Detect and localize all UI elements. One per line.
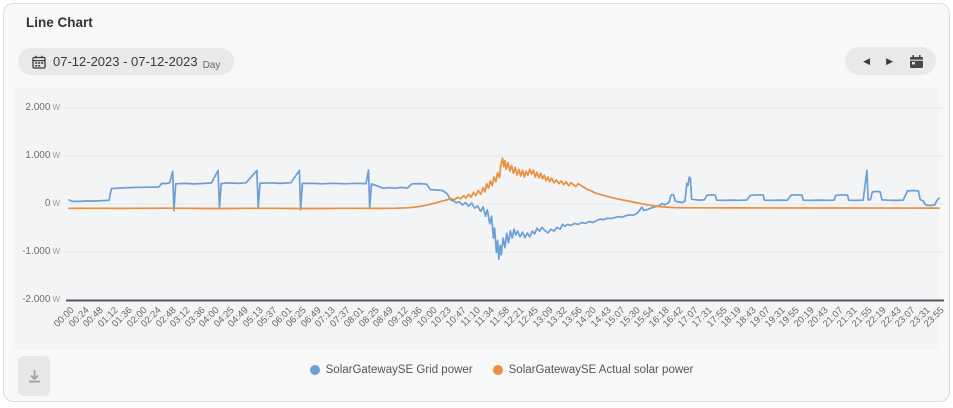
line-chart-card: Line Chart 07-12-2023 - 07-12-2023 Day ◀…: [3, 3, 950, 402]
legend-label: SolarGatewaySE Grid power: [325, 364, 473, 376]
legend-dot-icon: [309, 365, 320, 375]
y-axis-tick-label: 1.000 W: [25, 150, 60, 161]
legend-item-0[interactable]: SolarGatewaySE Grid power: [309, 364, 473, 376]
date-nav-controls: ◀ ▶: [845, 47, 936, 75]
calendar-icon: [32, 55, 46, 69]
date-range-label: 07-12-2023 - 07-12-2023: [53, 54, 198, 69]
y-axis-tick-label: -1.000 W: [22, 246, 60, 257]
legend-item-1[interactable]: SolarGatewaySE Actual solar power: [492, 364, 694, 376]
y-axis-tick-label: -2.000 W: [22, 294, 60, 305]
page-title: Line Chart: [26, 15, 93, 30]
y-axis-tick-label: 2.000 W: [25, 102, 60, 113]
download-icon: [26, 368, 43, 385]
legend-label: SolarGatewaySE Actual solar power: [508, 364, 694, 376]
date-range-selector[interactable]: 07-12-2023 - 07-12-2023 Day: [18, 48, 235, 75]
download-button[interactable]: [18, 356, 50, 396]
prev-period-button[interactable]: ◀: [855, 53, 878, 70]
legend-dot-icon: [492, 365, 503, 375]
chevron-right-icon: ▶: [886, 55, 893, 66]
chart-legend: SolarGatewaySE Grid power SolarGatewaySE …: [64, 364, 939, 376]
calendar-picker-icon: [909, 54, 924, 69]
next-period-button[interactable]: ▶: [878, 53, 901, 70]
chevron-left-icon: ◀: [863, 55, 871, 66]
calendar-picker-button[interactable]: [901, 50, 926, 73]
granularity-label: Day: [202, 60, 221, 71]
